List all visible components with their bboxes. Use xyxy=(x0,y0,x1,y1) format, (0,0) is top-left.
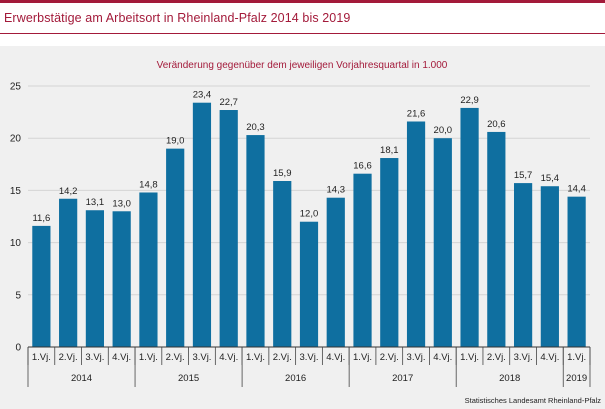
data-label: 13,0 xyxy=(112,198,131,209)
bar xyxy=(326,197,345,347)
y-tick-label: 10 xyxy=(10,238,22,249)
y-tick-label: 25 xyxy=(10,82,22,93)
bar xyxy=(513,183,533,347)
x-tick-label: 4.Vj. xyxy=(540,352,559,363)
bar xyxy=(273,181,292,347)
bar xyxy=(487,131,506,347)
top-accent-rule xyxy=(0,0,605,3)
bar xyxy=(406,121,426,347)
bar xyxy=(433,138,452,347)
year-label: 2018 xyxy=(499,373,520,384)
data-label: 15,9 xyxy=(273,168,292,179)
data-label: 14,3 xyxy=(327,185,346,196)
x-tick-label: 3.Vj. xyxy=(192,352,211,363)
data-label: 23,4 xyxy=(193,90,212,101)
x-tick-label: 2.Vj. xyxy=(59,352,78,363)
y-tick-label: 15 xyxy=(10,186,22,197)
y-axis-ticks: 0 5 10 15 20 25 xyxy=(10,82,22,354)
y-tick-label: 5 xyxy=(15,290,21,301)
x-tick-label: 4.Vj. xyxy=(112,352,131,363)
x-tick-label: 1.Vj. xyxy=(353,352,372,363)
year-label: 2016 xyxy=(285,373,306,384)
data-label: 11,6 xyxy=(32,213,50,224)
bar xyxy=(246,135,265,347)
bar xyxy=(112,211,131,347)
year-label: 2014 xyxy=(71,373,92,384)
chart-subtitle: Veränderung gegenüber dem jeweiligen Vor… xyxy=(157,60,448,71)
year-label: 2017 xyxy=(392,373,413,384)
x-tick-label: 2.Vj. xyxy=(273,352,292,363)
bar xyxy=(380,158,399,347)
data-label: 14,8 xyxy=(139,179,158,190)
bar xyxy=(460,107,479,347)
bars: 11,6 14,2 13,1 13,0 14,8 19,0 23,4 22,7 20,3 15,9… xyxy=(32,90,586,348)
data-label: 20,0 xyxy=(434,125,453,136)
data-label: 12,0 xyxy=(300,209,319,220)
data-label: 13,1 xyxy=(86,197,105,208)
data-label: 22,7 xyxy=(219,97,238,108)
x-tick-label: 2.Vj. xyxy=(166,352,185,363)
x-tick-label: 2.Vj. xyxy=(380,352,399,363)
bar xyxy=(166,148,185,347)
bar xyxy=(540,186,559,347)
x-tick-label: 1.Vj. xyxy=(139,352,158,363)
x-tick-label: 1.Vj. xyxy=(567,352,586,363)
x-tick-label: 3.Vj. xyxy=(299,352,318,363)
data-label: 14,2 xyxy=(59,186,78,197)
title-divider xyxy=(0,33,605,34)
x-tick-label: 2.Vj. xyxy=(487,352,506,363)
data-label: 21,6 xyxy=(407,108,426,119)
data-label: 19,0 xyxy=(166,136,185,147)
bar xyxy=(299,221,319,347)
bar xyxy=(567,196,586,347)
source-label: Statistisches Landesamt Rheinland-Pfalz xyxy=(465,396,602,405)
year-label: 2019 xyxy=(566,373,587,384)
x-tick-label: 1.Vj. xyxy=(246,352,265,363)
bar xyxy=(192,102,212,347)
x-tick-label: 1.Vj. xyxy=(32,352,51,363)
bar xyxy=(59,198,78,347)
x-tick-label: 3.Vj. xyxy=(514,352,533,363)
data-label: 16,6 xyxy=(353,161,372,172)
x-tick-label: 1.Vj. xyxy=(460,352,479,363)
year-label: 2015 xyxy=(178,373,199,384)
x-tick-label: 4.Vj. xyxy=(219,352,238,363)
chart-panel: Veränderung gegenüber dem jeweiligen Vor… xyxy=(0,46,605,409)
x-tick-label: 3.Vj. xyxy=(85,352,104,363)
data-label: 20,6 xyxy=(487,119,506,130)
x-tick-label: 4.Vj. xyxy=(433,352,452,363)
bar xyxy=(219,110,238,348)
page-title: Erwerbstätige am Arbeitsort in Rheinland… xyxy=(4,11,351,25)
x-tick-label: 3.Vj. xyxy=(407,352,426,363)
bar xyxy=(85,210,105,347)
y-tick-label: 20 xyxy=(10,134,22,145)
bar-chart: Veränderung gegenüber dem jeweiligen Vor… xyxy=(10,60,602,405)
x-tick-label: 4.Vj. xyxy=(326,352,345,363)
bar xyxy=(139,192,158,347)
x-axis: 1.Vj. 2.Vj. 3.Vj. 4.Vj. 1.Vj. 2.Vj. 3.Vj. 4.Vj.… xyxy=(27,346,591,387)
bar xyxy=(32,225,51,347)
data-label: 15,7 xyxy=(514,170,533,181)
data-label: 14,4 xyxy=(567,184,586,195)
bar xyxy=(353,173,372,347)
y-tick-label: 0 xyxy=(15,343,21,354)
data-label: 15,4 xyxy=(541,173,560,184)
data-label: 22,9 xyxy=(460,95,479,106)
data-label: 18,1 xyxy=(380,145,399,156)
data-label: 20,3 xyxy=(246,122,265,133)
